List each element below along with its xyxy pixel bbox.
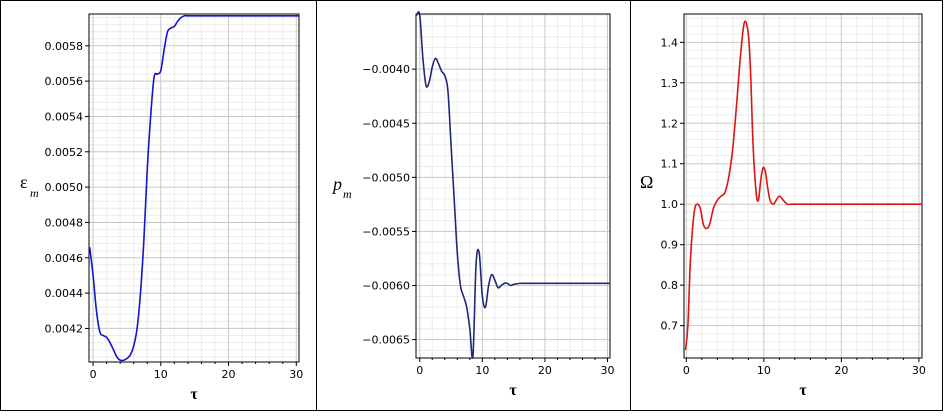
x-tick-label: 0 bbox=[416, 364, 423, 377]
y-axis-label-subscript: m bbox=[343, 187, 352, 201]
y-tick-label: −0.0060 bbox=[362, 280, 410, 293]
x-tick-label: 20 bbox=[538, 364, 552, 377]
plot-area bbox=[89, 14, 299, 362]
y-tick-label: 0.0048 bbox=[45, 216, 84, 229]
y-tick-label: 0.0052 bbox=[45, 146, 84, 159]
y-tick-label: 0.7 bbox=[661, 320, 679, 333]
y-tick-label: −0.0045 bbox=[362, 117, 410, 130]
chart-p-m: 0 10 20 30 −0.0065 −0.0060 −0.0055 −0.0050 −0.00… bbox=[331, 11, 614, 399]
y-tick-label: 1.1 bbox=[661, 158, 679, 171]
y-tick-label: 0.0056 bbox=[45, 75, 84, 88]
x-tick-label: 20 bbox=[834, 364, 848, 377]
y-tick-label: −0.0065 bbox=[362, 334, 410, 347]
x-tick-label: 10 bbox=[475, 364, 489, 377]
x-tick-label: 20 bbox=[222, 368, 236, 381]
axes-frame bbox=[415, 13, 611, 359]
chart-epsilon-m: 0 10 20 30 0.0042 0.0044 0.0046 0.0048 0.0050 0.0… bbox=[20, 13, 303, 403]
y-tick-label: −0.0040 bbox=[362, 63, 410, 76]
y-axis-label: Ω bbox=[640, 172, 653, 192]
x-axis-label: τ bbox=[799, 382, 807, 399]
y-tick-label: 1.2 bbox=[661, 117, 679, 130]
series-line bbox=[88, 14, 299, 362]
plot-area bbox=[416, 14, 610, 358]
x-tick-label: 30 bbox=[600, 364, 614, 377]
y-axis-label-subscript: m bbox=[30, 186, 39, 200]
axes-frame bbox=[88, 13, 300, 363]
x-tick-label: 30 bbox=[289, 368, 303, 381]
y-tick-label: 0.0050 bbox=[45, 181, 84, 194]
chart-omega: 0 10 20 30 0.7 0.8 0.9 1.0 1.1 1.2 1.3 1.4 τ Ω bbox=[640, 13, 926, 399]
x-axis-label: τ bbox=[509, 382, 517, 399]
series-line bbox=[415, 11, 610, 359]
y-tick-label: 0.0054 bbox=[45, 110, 84, 123]
y-axis-label: ε bbox=[20, 172, 28, 192]
axes-frame bbox=[683, 13, 923, 359]
y-tick-label: 1.0 bbox=[661, 198, 679, 211]
y-tick-label: −0.0050 bbox=[362, 171, 410, 184]
y-tick-label: 0.9 bbox=[661, 239, 679, 252]
y-tick-label: 0.0042 bbox=[45, 322, 84, 335]
x-tick-label: 10 bbox=[757, 364, 771, 377]
x-tick-label: 0 bbox=[90, 368, 97, 381]
y-tick-label: 1.3 bbox=[661, 77, 679, 90]
y-tick-label: 0.0044 bbox=[45, 287, 84, 300]
x-tick-label: 10 bbox=[154, 368, 168, 381]
x-tick-label: 0 bbox=[683, 364, 690, 377]
y-tick-label: 0.0046 bbox=[45, 252, 84, 265]
y-axis-label: p bbox=[331, 174, 342, 194]
grid bbox=[89, 14, 299, 362]
x-tick-label: 30 bbox=[912, 364, 926, 377]
y-tick-label: 0.0058 bbox=[45, 40, 84, 53]
x-axis-label: τ bbox=[190, 386, 198, 403]
plot-area bbox=[684, 14, 922, 358]
y-tick-label: 1.4 bbox=[661, 36, 679, 49]
grid bbox=[416, 14, 610, 358]
series-line bbox=[684, 20, 922, 350]
y-tick-label: −0.0055 bbox=[362, 225, 410, 238]
grid bbox=[684, 14, 922, 358]
y-tick-label: 0.8 bbox=[661, 279, 679, 292]
